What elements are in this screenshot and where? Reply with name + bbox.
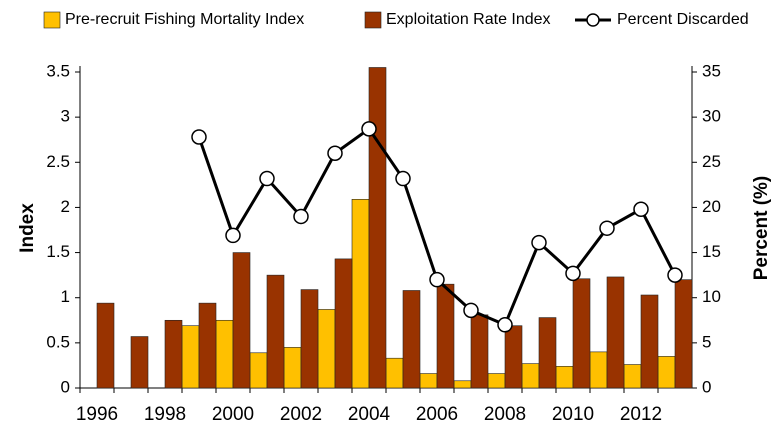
bar bbox=[130, 336, 149, 389]
bar bbox=[351, 199, 370, 389]
y-tick-label: 0.5 bbox=[46, 332, 70, 351]
bar bbox=[164, 319, 183, 389]
bar bbox=[538, 317, 557, 389]
bar bbox=[334, 258, 353, 389]
line-marker bbox=[395, 170, 411, 187]
bar bbox=[249, 352, 268, 389]
bar bbox=[283, 347, 302, 389]
y-tick-label: 2 bbox=[61, 197, 70, 216]
bar bbox=[555, 366, 574, 389]
y-tick-label: 1 bbox=[61, 287, 70, 306]
y-tick-label: 3 bbox=[61, 107, 70, 126]
legend-swatch bbox=[364, 11, 382, 29]
legend-label: Pre-recruit Fishing Mortality Index bbox=[65, 11, 304, 28]
line-marker bbox=[633, 201, 649, 217]
x-tick-label: 2008 bbox=[484, 404, 526, 425]
y-tick-label: 1.5 bbox=[46, 242, 70, 261]
bar bbox=[266, 274, 285, 389]
bar bbox=[419, 373, 438, 389]
line-marker bbox=[667, 267, 683, 283]
bar bbox=[504, 325, 523, 389]
y2-tick-label: 0 bbox=[702, 377, 711, 396]
bar bbox=[521, 363, 540, 389]
y2-tick-label: 35 bbox=[702, 61, 721, 80]
y2-tick-label: 20 bbox=[702, 197, 721, 216]
x-tick-label: 1996 bbox=[76, 404, 118, 425]
y2-axis-title: Percent (%) bbox=[751, 176, 772, 281]
line-marker bbox=[191, 129, 207, 145]
y-tick-label: 0 bbox=[61, 377, 70, 396]
bar bbox=[572, 278, 591, 389]
bar bbox=[402, 290, 421, 389]
bar bbox=[487, 373, 506, 389]
y2-tick-label: 25 bbox=[702, 152, 721, 171]
y-tick-label: 3.5 bbox=[46, 61, 70, 80]
bar bbox=[589, 351, 608, 389]
bar bbox=[606, 276, 625, 389]
line-marker bbox=[565, 265, 581, 282]
legend-label: Exploitation Rate Index bbox=[386, 11, 551, 28]
bar bbox=[198, 302, 217, 389]
y2-tick-label: 10 bbox=[702, 287, 721, 306]
x-tick-label: 2012 bbox=[620, 404, 662, 425]
bar bbox=[317, 309, 336, 389]
bar bbox=[385, 357, 404, 389]
x-tick-label: 2002 bbox=[280, 404, 322, 425]
line-marker bbox=[531, 234, 547, 251]
line-marker bbox=[259, 170, 275, 187]
line-marker bbox=[463, 302, 479, 319]
x-tick-label: 2010 bbox=[552, 404, 594, 425]
bar bbox=[436, 283, 455, 389]
bar bbox=[657, 356, 676, 389]
bar bbox=[368, 67, 387, 389]
bar bbox=[674, 279, 693, 389]
legend-label: Percent Discarded bbox=[617, 11, 749, 28]
y2-tick-label: 15 bbox=[702, 242, 721, 261]
bar bbox=[623, 364, 642, 389]
bar bbox=[470, 314, 489, 389]
x-tick-label: 2004 bbox=[348, 404, 391, 425]
bar bbox=[232, 252, 251, 389]
y-tick-label: 2.5 bbox=[46, 152, 70, 171]
bar bbox=[215, 319, 234, 389]
line-marker bbox=[361, 121, 377, 137]
x-tick-label: 2006 bbox=[416, 404, 458, 425]
line-marker bbox=[497, 317, 513, 333]
x-tick-label: 1998 bbox=[144, 404, 186, 425]
bar bbox=[300, 289, 319, 389]
bar bbox=[181, 325, 200, 389]
y-axis-title: Index bbox=[17, 203, 38, 253]
bar bbox=[453, 380, 472, 389]
line-marker bbox=[327, 145, 343, 162]
y2-tick-label: 5 bbox=[702, 332, 711, 351]
line-marker bbox=[225, 227, 241, 244]
line-marker bbox=[599, 220, 615, 236]
line-marker bbox=[293, 208, 309, 225]
line-marker bbox=[429, 271, 445, 288]
bar bbox=[640, 294, 659, 389]
bar bbox=[96, 302, 115, 389]
legend-marker bbox=[586, 13, 600, 27]
legend-swatch bbox=[43, 11, 61, 29]
x-tick-label: 2000 bbox=[212, 404, 254, 425]
y2-tick-label: 30 bbox=[702, 107, 721, 126]
